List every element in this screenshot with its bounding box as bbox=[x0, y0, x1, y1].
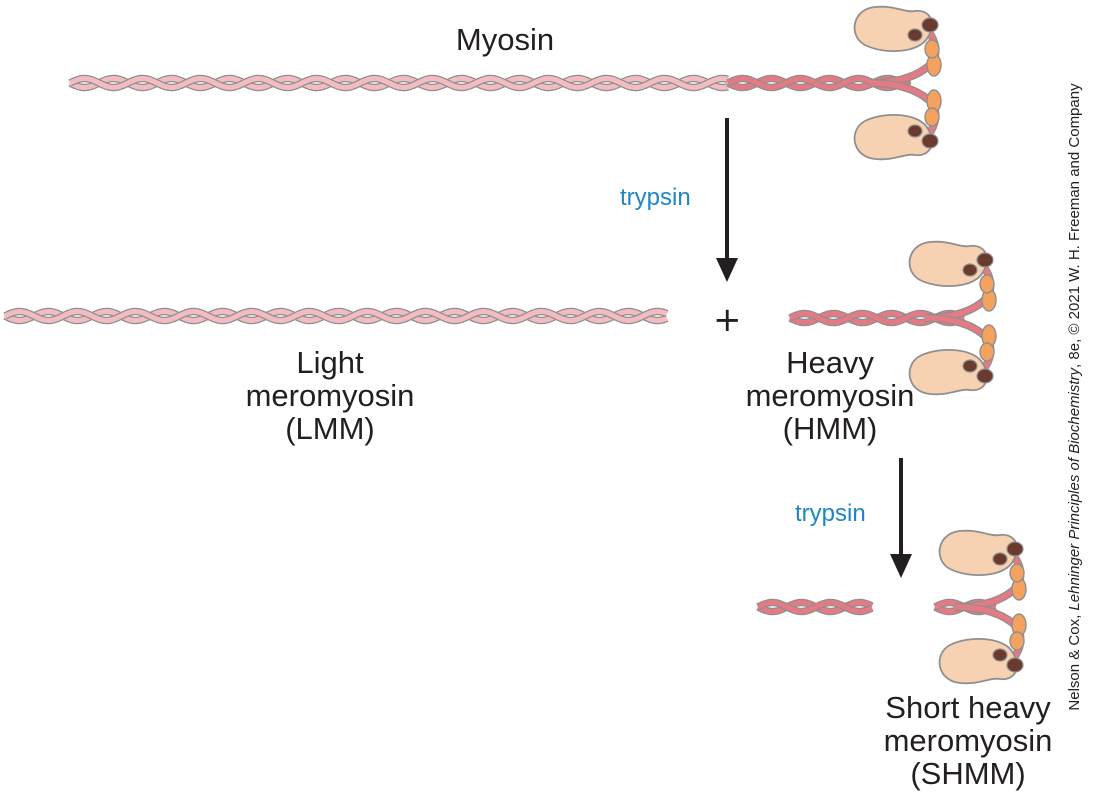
motor-head-0 bbox=[908, 240, 988, 287]
shmm-label: Short heavy meromyosin (SHMM) bbox=[883, 690, 1053, 791]
lmm-fragment bbox=[3, 307, 669, 325]
myosin-label: Myosin bbox=[455, 22, 555, 57]
shmm-fragment bbox=[933, 529, 1027, 685]
cleavage-arrow-1 bbox=[716, 118, 738, 282]
motor-head-0 bbox=[938, 529, 1018, 576]
light-chain-b-0 bbox=[1009, 563, 1025, 583]
motor-head-1 bbox=[938, 638, 1018, 685]
hmm-fragment bbox=[788, 240, 997, 396]
motor-head-0 bbox=[853, 5, 933, 52]
essential-light-chain-1 bbox=[1006, 657, 1024, 673]
lmm-rod bbox=[3, 307, 669, 325]
essential-light-chain-b-0 bbox=[962, 263, 978, 277]
myosin-head-pair bbox=[853, 5, 942, 161]
strand-1 bbox=[3, 309, 668, 323]
essential-light-chain-0 bbox=[976, 252, 994, 268]
shmm-head-pair bbox=[938, 529, 1027, 685]
essential-light-chain-b-0 bbox=[907, 28, 923, 42]
light-chain-b-1 bbox=[979, 342, 995, 362]
strand-1 bbox=[68, 76, 729, 90]
lmm-label: Light meromyosin (LMM) bbox=[245, 345, 415, 446]
light-chain-b-1 bbox=[924, 107, 940, 127]
myosin-lmm-segment bbox=[68, 74, 729, 92]
cleavage-arrow-2 bbox=[890, 458, 912, 578]
hmm-head-pair bbox=[908, 240, 997, 396]
essential-light-chain-0 bbox=[921, 17, 939, 33]
strand-1 bbox=[756, 600, 874, 614]
trypsin-label-2: trypsin bbox=[795, 500, 866, 527]
essential-light-chain-0 bbox=[1006, 541, 1024, 557]
light-chain-b-1 bbox=[1009, 631, 1025, 651]
credit-prefix: Nelson & Cox, bbox=[1066, 610, 1083, 711]
s2-rod bbox=[756, 598, 874, 616]
trypsin-label-1: trypsin bbox=[620, 184, 691, 211]
credit-title: Lehninger Principles of Biochemistry bbox=[1066, 367, 1083, 611]
essential-light-chain-b-1 bbox=[992, 648, 1008, 662]
light-chain-b-0 bbox=[924, 39, 940, 59]
essential-light-chain-1 bbox=[921, 133, 939, 149]
motor-head-1 bbox=[853, 114, 933, 161]
plus-sign: + bbox=[713, 300, 742, 340]
light-chain-b-0 bbox=[979, 274, 995, 294]
credit-suffix: , 8e, © 2021 W. H. Freeman and Company bbox=[1066, 83, 1083, 368]
copyright-credit: Nelson & Cox, Lehninger Principles of Bi… bbox=[1066, 47, 1088, 747]
s2-rod-fragment bbox=[756, 598, 874, 616]
essential-light-chain-1 bbox=[976, 368, 994, 384]
essential-light-chain-b-1 bbox=[962, 359, 978, 373]
essential-light-chain-b-0 bbox=[992, 552, 1008, 566]
essential-light-chain-b-1 bbox=[907, 124, 923, 138]
hmm-label: Heavy meromyosin (HMM) bbox=[745, 345, 915, 446]
myosin-molecule bbox=[68, 5, 942, 161]
